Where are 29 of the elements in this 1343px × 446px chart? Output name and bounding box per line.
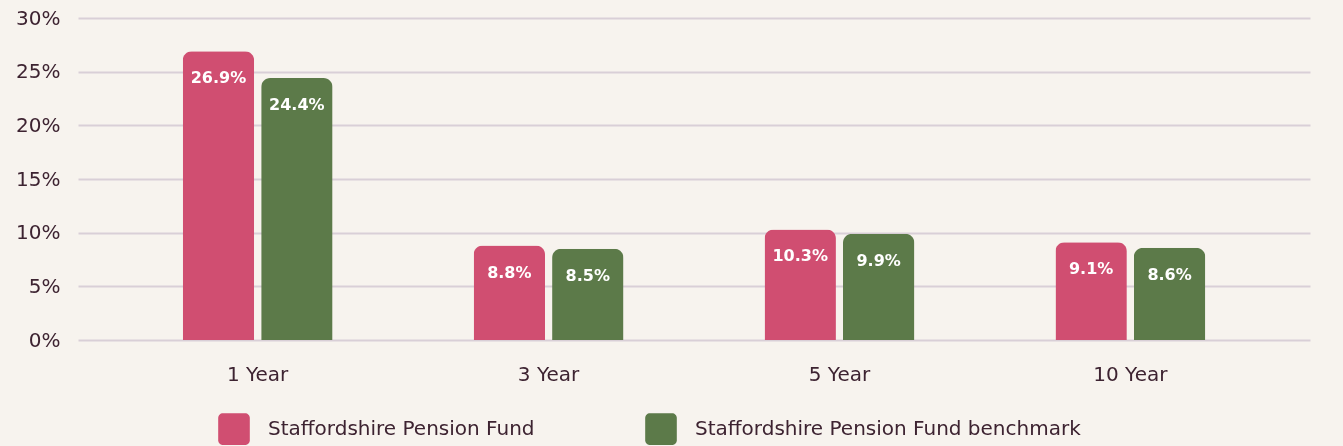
- y-tick-label: 5%: [28, 273, 61, 298]
- bar: [182, 51, 255, 340]
- x-tick-label: 1 Year: [226, 361, 290, 386]
- y-tick-label: 0%: [28, 327, 61, 352]
- y-tick-label: 30%: [16, 5, 61, 30]
- data-label: 8.6%: [1147, 264, 1192, 284]
- x-tick-label: 3 Year: [517, 361, 581, 386]
- data-label: 26.9%: [190, 68, 247, 88]
- bar: [552, 248, 624, 340]
- legend-label: Staffordshire Pension Fund: [268, 416, 535, 441]
- x-tick-label: 5 Year: [808, 361, 871, 386]
- bar: [764, 229, 836, 340]
- data-label: 10.3%: [772, 246, 828, 266]
- data-label: 8.5%: [565, 265, 610, 285]
- bar: [1055, 242, 1127, 340]
- y-tick-label: 15%: [16, 166, 61, 191]
- bar: [261, 78, 333, 340]
- legend-label: Staffordshire Pension Fund benchmark: [695, 416, 1082, 441]
- data-label: 9.1%: [1068, 259, 1114, 279]
- bar: [473, 245, 546, 340]
- y-tick-label: 10%: [16, 220, 61, 245]
- y-tick-label: 20%: [16, 112, 61, 137]
- data-label: 24.4%: [269, 95, 325, 115]
- data-label: 9.9%: [856, 250, 901, 270]
- y-tick-label: 25%: [16, 59, 61, 84]
- x-tick-label: 10 Year: [1093, 361, 1169, 386]
- data-label: 8.8%: [487, 262, 532, 282]
- bar: [842, 233, 915, 340]
- bar: [1133, 247, 1206, 340]
